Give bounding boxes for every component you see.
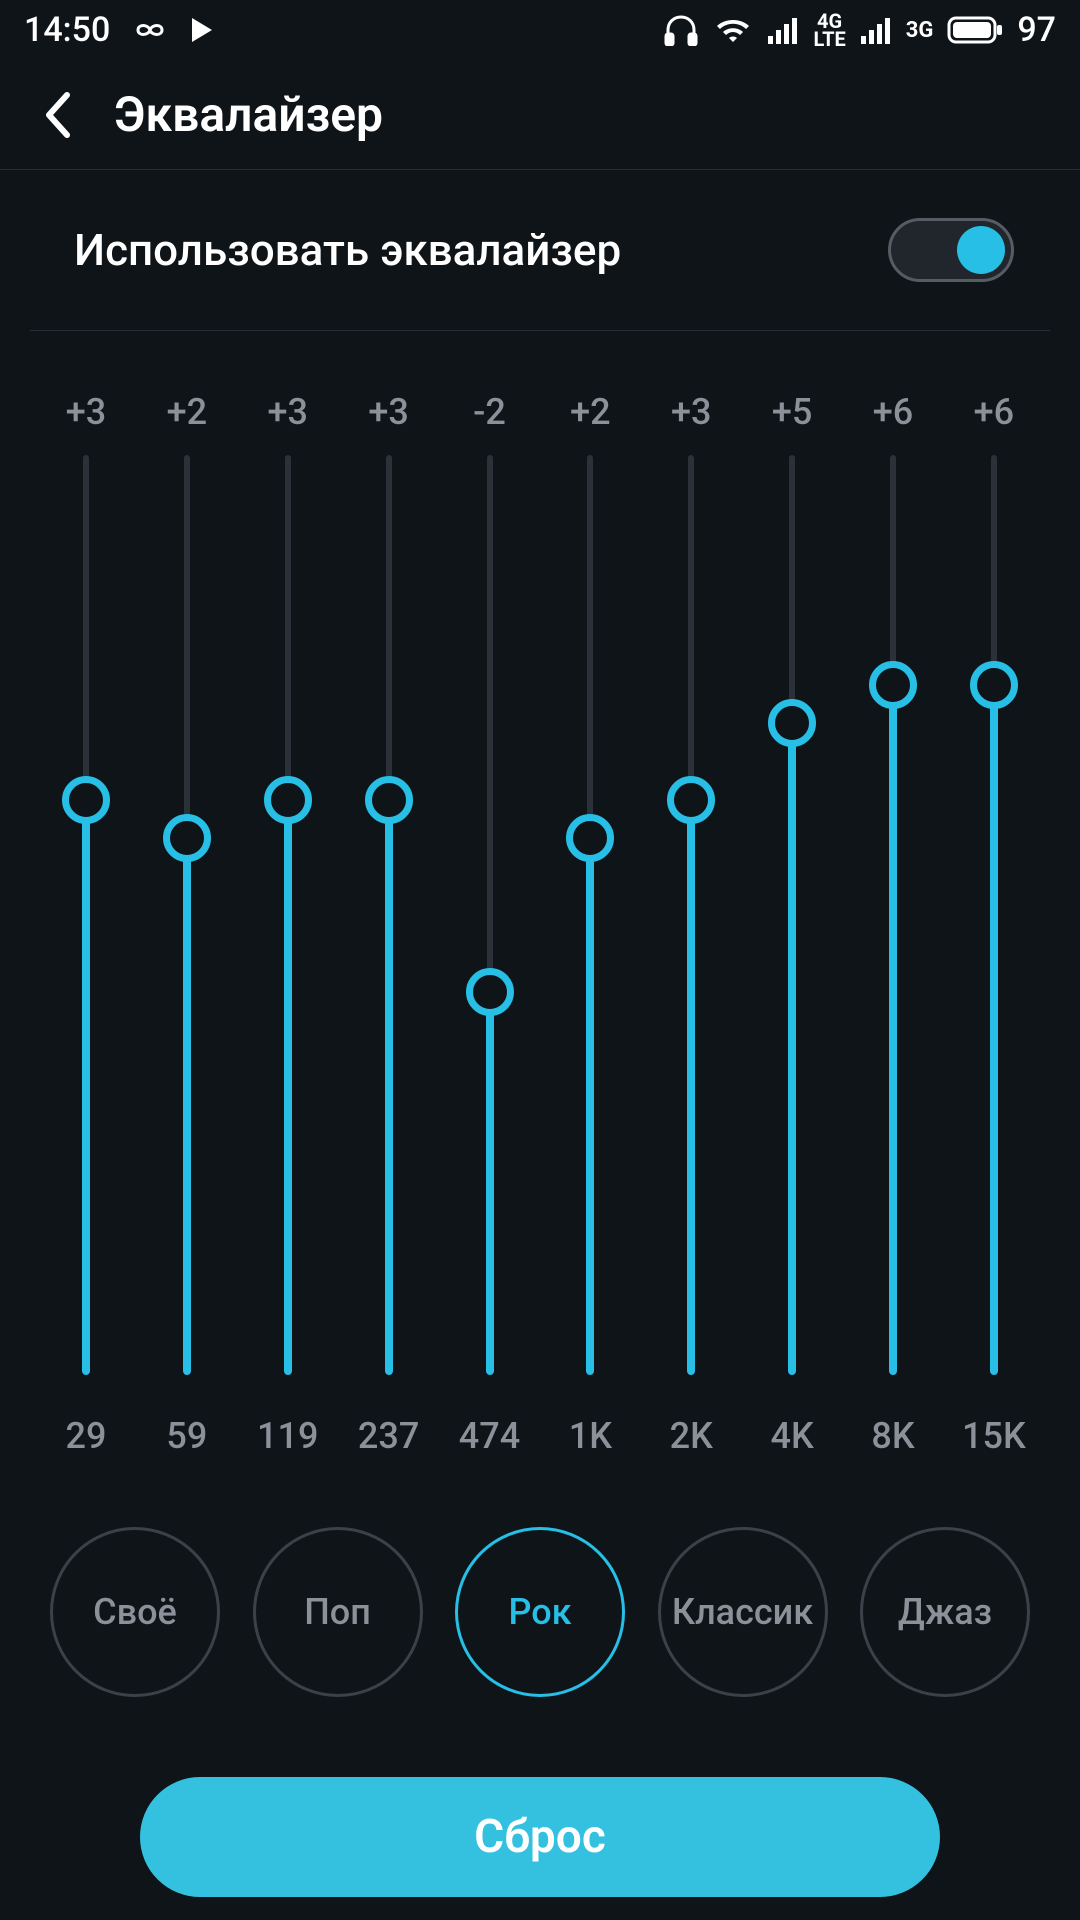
page-title: Эквалайзер xyxy=(114,86,383,143)
eq-track-fg xyxy=(385,800,393,1375)
equalizer-area: +329+259+3119+3237-2474+21K+32K+54K+68K+… xyxy=(0,331,1080,1457)
eq-band-freq: 2K xyxy=(670,1415,713,1457)
eq-band-slider[interactable] xyxy=(162,455,212,1375)
eq-band: +3 29 xyxy=(40,391,132,1457)
eq-band: +5 4K xyxy=(746,391,838,1457)
eq-thumb[interactable] xyxy=(365,776,413,824)
eq-band-freq: 119 xyxy=(257,1415,318,1457)
eq-band-value: -2 xyxy=(473,391,506,441)
eq-band-slider[interactable] xyxy=(61,455,111,1375)
reset-button-label: Сброс xyxy=(474,1810,606,1864)
back-button[interactable] xyxy=(28,85,88,145)
app-header: Эквалайзер xyxy=(0,60,1080,170)
battery-icon xyxy=(947,15,1003,45)
reset-button[interactable]: Сброс xyxy=(140,1777,940,1897)
eq-band: -2 474 xyxy=(444,391,536,1457)
status-bar: 14:50 xyxy=(0,0,1080,60)
eq-thumb[interactable] xyxy=(667,776,715,824)
eq-track-fg xyxy=(486,992,494,1375)
eq-band-freq: 4K xyxy=(771,1415,814,1457)
eq-thumb[interactable] xyxy=(869,661,917,709)
eq-band-slider[interactable] xyxy=(969,455,1019,1375)
eq-band-freq: 1K xyxy=(569,1415,612,1457)
eq-thumb[interactable] xyxy=(970,661,1018,709)
eq-band: +3 237 xyxy=(343,391,435,1457)
battery-pct: 97 xyxy=(1017,10,1056,50)
eq-band: +6 15K xyxy=(948,391,1040,1457)
eq-thumb[interactable] xyxy=(466,968,514,1016)
eq-band-value: +3 xyxy=(671,391,711,441)
equalizer-bands: +329+259+3119+3237-2474+21K+32K+54K+68K+… xyxy=(40,391,1040,1457)
eq-thumb[interactable] xyxy=(768,699,816,747)
eq-band: +2 1K xyxy=(544,391,636,1457)
net-label-2: 3G xyxy=(906,18,934,43)
status-time: 14:50 xyxy=(24,10,110,50)
status-right: 4GLTE 3G 97 xyxy=(663,10,1056,50)
reset-wrap: Сброс xyxy=(0,1697,1080,1897)
enable-equalizer-row: Использовать эквалайзер xyxy=(30,170,1050,331)
toggle-knob xyxy=(957,226,1005,274)
eq-thumb[interactable] xyxy=(566,814,614,862)
preset-Рок[interactable]: Рок xyxy=(455,1527,625,1697)
signal-2-icon xyxy=(860,16,892,44)
eq-thumb[interactable] xyxy=(163,814,211,862)
eq-band-value: +6 xyxy=(873,391,913,441)
eq-track-fg xyxy=(82,800,90,1375)
eq-band-freq: 237 xyxy=(358,1415,419,1457)
preset-Поп[interactable]: Поп xyxy=(253,1527,423,1697)
eq-track-fg xyxy=(990,685,998,1375)
eq-band-value: +3 xyxy=(368,391,408,441)
infinity-icon xyxy=(128,18,172,42)
net-label-1: 4GLTE xyxy=(813,12,845,48)
eq-band-value: +2 xyxy=(570,391,610,441)
eq-band-value: +6 xyxy=(974,391,1014,441)
eq-track-fg xyxy=(284,800,292,1375)
enable-equalizer-toggle[interactable] xyxy=(888,218,1014,282)
preset-Своё[interactable]: Своё xyxy=(50,1527,220,1697)
eq-thumb[interactable] xyxy=(62,776,110,824)
preset-Джаз[interactable]: Джаз xyxy=(860,1527,1030,1697)
eq-band-slider[interactable] xyxy=(565,455,615,1375)
eq-band: +3 119 xyxy=(242,391,334,1457)
enable-equalizer-label: Использовать эквалайзер xyxy=(74,224,621,276)
eq-track-fg xyxy=(183,838,191,1375)
preset-Классик[interactable]: Классик xyxy=(658,1527,828,1697)
eq-band-slider[interactable] xyxy=(868,455,918,1375)
wifi-icon xyxy=(713,15,753,45)
headphones-icon xyxy=(663,14,699,46)
signal-1-icon xyxy=(767,16,799,44)
eq-band-value: +3 xyxy=(268,391,308,441)
eq-band-slider[interactable] xyxy=(666,455,716,1375)
eq-thumb[interactable] xyxy=(264,776,312,824)
eq-band-freq: 59 xyxy=(166,1415,207,1457)
eq-band: +3 2K xyxy=(645,391,737,1457)
eq-band-freq: 474 xyxy=(459,1415,520,1457)
eq-track-fg xyxy=(788,723,796,1375)
eq-band-freq: 8K xyxy=(871,1415,914,1457)
eq-band: +2 59 xyxy=(141,391,233,1457)
eq-band-value: +2 xyxy=(167,391,207,441)
eq-band-value: +5 xyxy=(772,391,812,441)
eq-band-freq: 15K xyxy=(962,1415,1026,1457)
eq-track-fg xyxy=(889,685,897,1375)
eq-band-freq: 29 xyxy=(66,1415,107,1457)
eq-band-slider[interactable] xyxy=(767,455,817,1375)
play-icon xyxy=(190,16,214,44)
eq-band-slider[interactable] xyxy=(465,455,515,1375)
eq-track-fg xyxy=(586,838,594,1375)
eq-band-slider[interactable] xyxy=(364,455,414,1375)
eq-track-fg xyxy=(687,800,695,1375)
eq-band-value: +3 xyxy=(66,391,106,441)
eq-band-slider[interactable] xyxy=(263,455,313,1375)
presets-row: СвоёПопРокКлассикДжаз xyxy=(0,1457,1080,1697)
eq-band: +6 8K xyxy=(847,391,939,1457)
status-left: 14:50 xyxy=(24,10,214,50)
